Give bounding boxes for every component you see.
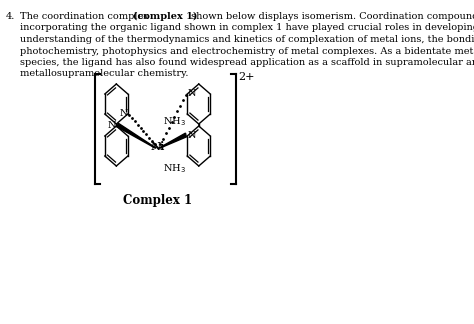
Text: incorporating the organic ligand shown in complex 1 have played crucial roles in: incorporating the organic ligand shown i… (20, 24, 474, 32)
Text: species, the ligand has also found widespread application as a scaffold in supra: species, the ligand has also found wides… (20, 58, 474, 67)
Text: understanding of the thermodynamics and kinetics of complexation of metal ions, : understanding of the thermodynamics and … (20, 35, 474, 44)
Polygon shape (159, 133, 186, 148)
Text: photochemistry, photophysics and electrochemistry of metal complexes. As a biden: photochemistry, photophysics and electro… (20, 47, 474, 55)
Text: N: N (108, 122, 116, 131)
Text: NH$_3$: NH$_3$ (163, 162, 186, 175)
Text: Complex 1: Complex 1 (123, 194, 192, 207)
Text: N: N (187, 132, 196, 141)
Text: NH$_3$: NH$_3$ (163, 115, 186, 128)
Text: N: N (119, 110, 128, 119)
Text: The coordination complex: The coordination complex (20, 12, 152, 21)
Text: 2+: 2+ (238, 72, 255, 82)
Text: metallosupramolecular chemistry.: metallosupramolecular chemistry. (20, 70, 189, 78)
Polygon shape (117, 123, 155, 148)
Text: shown below displays isomerism. Coordination compounds: shown below displays isomerism. Coordina… (188, 12, 474, 21)
Text: (complex 1): (complex 1) (133, 12, 198, 21)
Text: N: N (187, 89, 196, 98)
Text: Ni: Ni (150, 141, 165, 152)
Text: 4.: 4. (5, 12, 15, 21)
